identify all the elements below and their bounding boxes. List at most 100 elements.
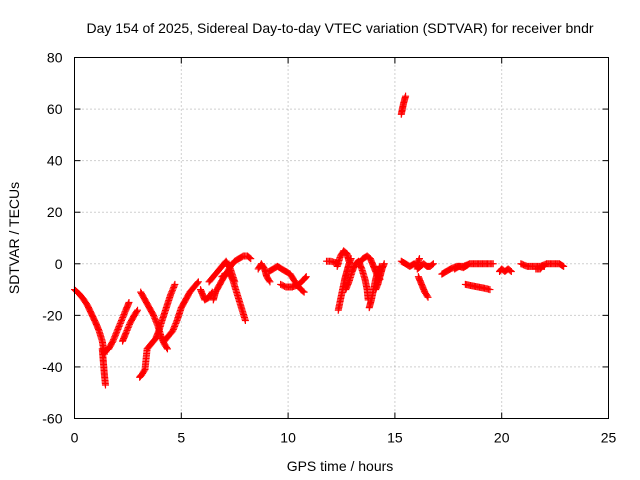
x-tick-label: 10 xyxy=(280,430,296,446)
data-point-marker xyxy=(109,337,117,345)
data-point-marker xyxy=(489,260,497,268)
data-point-marker xyxy=(171,322,179,330)
data-point-marker xyxy=(170,324,178,332)
y-tick-label: 0 xyxy=(55,256,63,272)
data-point-marker xyxy=(560,262,568,270)
x-tick-label: 5 xyxy=(177,430,185,446)
y-tick-label: 80 xyxy=(47,50,63,66)
data-point-marker xyxy=(167,291,175,299)
data-point-marker xyxy=(133,307,141,315)
plot-frame xyxy=(74,57,609,419)
data-point-marker xyxy=(115,322,123,330)
series-arc-22 xyxy=(397,92,410,118)
data-point-marker xyxy=(113,328,121,336)
data-point-marker xyxy=(153,319,161,327)
data-point-marker xyxy=(247,255,255,263)
y-tick-label: 60 xyxy=(47,101,63,117)
data-point-marker xyxy=(462,262,470,270)
series-arc-14 xyxy=(277,273,310,291)
data-point-marker xyxy=(125,322,133,330)
data-point-marker xyxy=(486,286,494,294)
x-tick-label: 25 xyxy=(601,430,617,446)
data-point-marker xyxy=(194,279,202,287)
data-point-marker xyxy=(265,277,273,285)
data-point-marker xyxy=(429,260,437,268)
data-point-marker xyxy=(124,325,132,333)
data-points xyxy=(71,92,568,389)
data-point-marker xyxy=(116,319,124,327)
axis-ticks: 0 5 10 15 20 25 80 60 40 20 0 -20 -40 -60 xyxy=(42,50,616,446)
data-point-marker xyxy=(112,330,120,338)
data-point-marker xyxy=(169,325,177,333)
grid-lines xyxy=(74,57,609,419)
data-point-marker xyxy=(152,317,160,325)
data-point-marker xyxy=(506,267,514,275)
data-point-marker xyxy=(117,318,125,326)
chart-title: Day 154 of 2025, Sidereal Day-to-day VTE… xyxy=(86,20,593,36)
x-tick-label: 20 xyxy=(494,430,510,446)
y-tick-label: -40 xyxy=(42,359,62,375)
y-tick-label: -20 xyxy=(42,307,62,323)
series-arc-25 xyxy=(414,273,432,301)
data-point-marker xyxy=(118,315,126,323)
data-point-marker xyxy=(170,283,178,291)
x-tick-label: 15 xyxy=(387,430,403,446)
data-point-marker xyxy=(150,311,158,319)
data-point-marker xyxy=(121,309,129,317)
data-point-marker xyxy=(170,282,178,290)
data-point-marker xyxy=(110,334,118,342)
data-point-marker xyxy=(302,274,310,282)
data-point-marker xyxy=(428,261,436,269)
data-point-marker xyxy=(302,273,310,281)
series-arc-24 xyxy=(413,260,437,273)
data-point-marker xyxy=(110,336,118,344)
data-point-marker xyxy=(380,260,388,268)
data-point-marker xyxy=(424,293,432,301)
data-point-marker xyxy=(111,333,119,341)
data-point-marker xyxy=(119,314,127,322)
data-point-marker xyxy=(301,274,309,282)
data-point-marker xyxy=(116,321,124,329)
data-point-marker xyxy=(117,317,125,325)
data-point-marker xyxy=(125,298,133,306)
series-arc-13 xyxy=(265,262,308,296)
data-point-marker xyxy=(169,285,177,293)
data-point-marker xyxy=(241,317,249,325)
data-point-marker xyxy=(168,288,176,296)
data-point-marker xyxy=(163,345,171,353)
data-point-marker xyxy=(194,278,202,286)
data-point-marker xyxy=(507,268,515,276)
data-point-marker xyxy=(540,262,548,270)
x-axis-label: GPS time / hours xyxy=(287,458,394,474)
series-arc-04 xyxy=(119,306,142,345)
data-point-marker xyxy=(114,324,122,332)
series-arc-31 xyxy=(532,262,548,273)
data-point-marker xyxy=(123,326,131,334)
data-point-marker xyxy=(101,381,109,389)
data-point-marker xyxy=(151,316,159,324)
data-point-marker xyxy=(167,289,175,297)
data-point-marker xyxy=(299,287,307,295)
data-point-marker xyxy=(124,324,132,332)
data-point-marker xyxy=(266,278,274,286)
data-point-marker xyxy=(168,286,176,294)
data-point-marker xyxy=(300,288,308,296)
x-tick-label: 0 xyxy=(71,430,79,446)
data-point-marker xyxy=(122,328,130,336)
data-point-marker xyxy=(119,312,127,320)
series-arc-29 xyxy=(496,265,515,276)
data-point-marker xyxy=(113,327,121,335)
y-tick-label: -60 xyxy=(42,411,62,427)
data-point-marker xyxy=(171,321,179,329)
series-arc-28 xyxy=(461,280,494,294)
series-arc-07 xyxy=(160,278,202,345)
y-tick-label: 40 xyxy=(47,153,63,169)
data-point-marker xyxy=(134,306,142,314)
data-point-marker xyxy=(111,331,119,339)
data-point-marker xyxy=(114,325,122,333)
data-point-marker xyxy=(402,92,410,100)
data-point-marker xyxy=(153,320,161,328)
data-point-marker xyxy=(120,311,128,319)
data-point-marker xyxy=(246,254,254,262)
